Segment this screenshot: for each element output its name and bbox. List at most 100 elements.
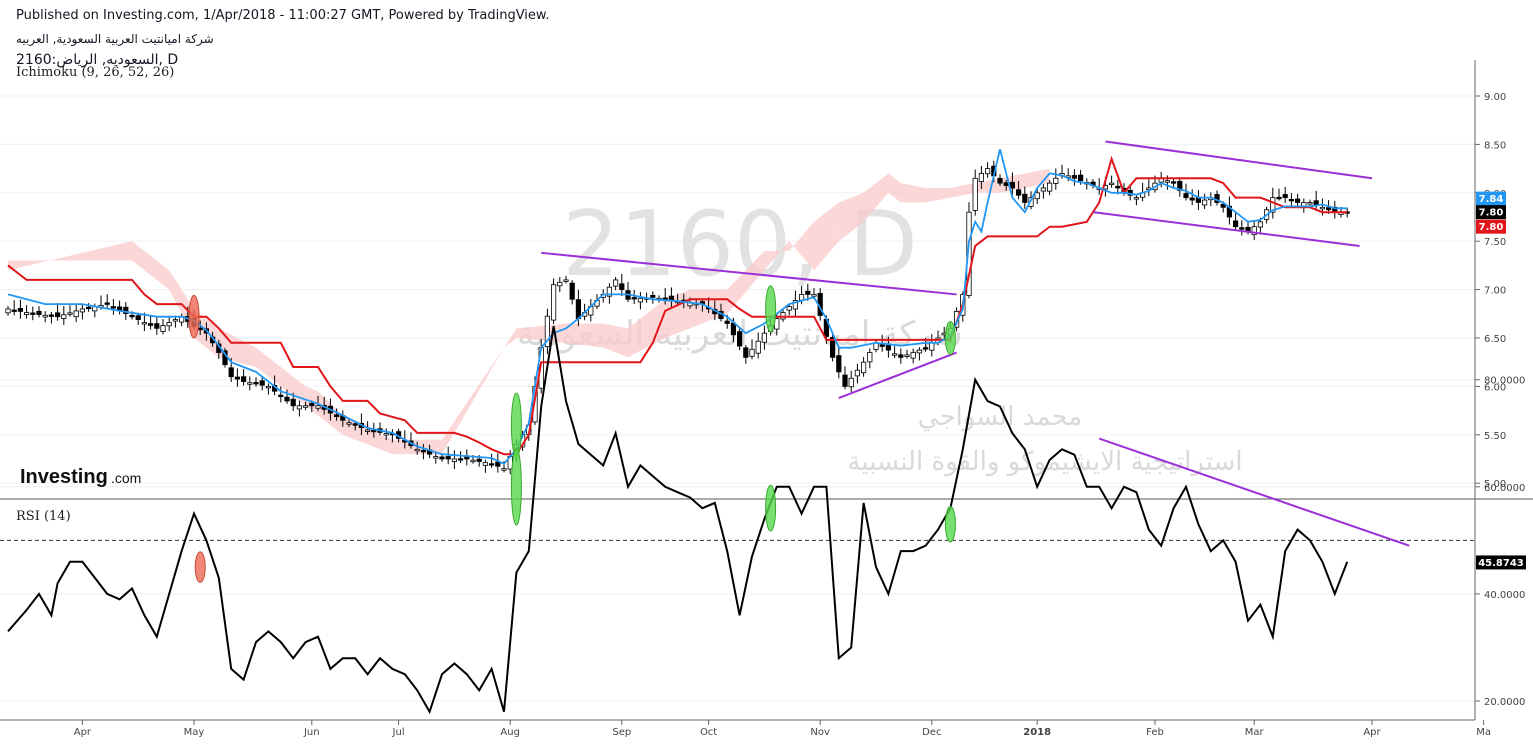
kijun-value-box: [1476, 219, 1506, 234]
candle-body: [333, 414, 340, 418]
candle-body: [259, 380, 265, 386]
price-tick-label: 6.50: [1484, 334, 1506, 345]
time-tick-label: Apr: [74, 727, 92, 738]
time-tick-label: Nov: [810, 727, 830, 738]
candle-body: [364, 429, 371, 432]
candle-body: [557, 281, 563, 287]
candle-body: [836, 355, 842, 373]
candle-body: [867, 352, 873, 363]
time-tick-label: Jul: [392, 727, 405, 738]
candle-body: [1233, 220, 1239, 228]
tenkan-line: [7, 148, 1348, 465]
candle-body: [495, 461, 501, 467]
candle-body: [147, 323, 154, 326]
rsi-tick-label: 60.0000: [1484, 483, 1525, 494]
candle-body: [575, 299, 582, 320]
rsi-tick-label: 80.0000: [1484, 376, 1525, 387]
candle-body: [346, 422, 352, 425]
candle-body: [854, 369, 861, 377]
last-value-labels: 7.84 7.80 7.80 45.8743: [1476, 191, 1526, 570]
kijun-line: [7, 155, 1348, 456]
logo-suffix: .com: [111, 470, 141, 486]
price-tick-label: 5.00: [1484, 479, 1506, 490]
price-tick-label: 6.00: [1484, 382, 1506, 393]
candle-body: [55, 312, 61, 318]
candle-body: [457, 458, 464, 461]
candle-body: [1189, 197, 1195, 201]
candle-body: [861, 361, 867, 374]
time-tick-label: Dec: [922, 727, 941, 738]
candle-body: [730, 322, 737, 336]
candle-body: [1326, 207, 1332, 211]
candle-body: [371, 429, 377, 433]
time-tick-label: May: [184, 727, 205, 738]
candle-body: [296, 405, 303, 410]
candle-body: [879, 344, 885, 347]
trendline-nov-rising: [838, 351, 957, 399]
cloud-bear-segment: [566, 323, 604, 348]
candle-body: [48, 314, 55, 317]
rsi-highlight-green: [765, 484, 777, 532]
candle-body: [631, 297, 637, 300]
candle-body: [265, 385, 272, 389]
candle-body: [786, 306, 792, 311]
cloud-bear-segment: [504, 328, 517, 348]
candle-body: [315, 405, 321, 409]
time-tick-label: 2018: [1023, 727, 1051, 738]
candle-body: [910, 352, 916, 359]
candle-body: [1053, 177, 1059, 184]
cloud-bear-segment: [442, 347, 504, 455]
candle-body: [885, 345, 892, 351]
time-tick-label: Aug: [500, 727, 520, 738]
candle-body: [972, 177, 978, 211]
candle-body: [439, 456, 445, 460]
candle-body: [488, 463, 495, 466]
candle-body: [755, 340, 761, 354]
candle-body: [67, 312, 73, 315]
trendline-channel-upper: [1105, 140, 1373, 180]
candle-body: [110, 306, 116, 309]
candle-body: [1239, 227, 1245, 230]
candle-body: [290, 398, 296, 407]
candle-body: [445, 456, 451, 460]
candle-body: [166, 322, 172, 327]
candle-body: [569, 282, 575, 300]
candle-body: [1257, 221, 1263, 228]
candle-body: [724, 320, 730, 324]
price-tick-label: 8.50: [1484, 140, 1506, 151]
candle-body: [160, 325, 166, 332]
candle-body: [743, 347, 749, 358]
symbol-line: السعوديه, الرياض:2160, D: [16, 52, 179, 68]
rsi-highlights: [194, 448, 956, 583]
candle-body: [302, 405, 309, 408]
rsi-axis-ticks: 20.0000 40.0000 60.0000 80.0000: [1475, 376, 1525, 708]
candle-body: [135, 315, 141, 321]
candle-body: [470, 459, 476, 463]
cloud-bear-segment: [132, 241, 170, 290]
indicator-label: Ichimoku (9, 26, 52, 26): [16, 65, 174, 80]
candle-body: [606, 286, 613, 297]
candle-body: [978, 173, 985, 182]
candle-body: [997, 177, 1003, 184]
rsi-value-box: [1476, 555, 1526, 570]
candle-body: [799, 294, 805, 301]
candle-body: [1047, 182, 1053, 192]
candle-body: [1133, 197, 1139, 200]
candle-body: [1177, 180, 1183, 191]
cloud-bear-segment: [900, 183, 926, 203]
candle-body: [1034, 192, 1040, 200]
time-axis-ticks: Apr May Jun Jul Aug Sep Oct Nov Dec 2018 Feb Mar Apr…: [74, 720, 1491, 738]
candle-body: [916, 349, 923, 354]
cloud-bear-segment: [888, 173, 901, 203]
candle-body: [234, 376, 240, 380]
price-highlights: [188, 285, 956, 458]
trendline-aug-dec-falling: [541, 251, 957, 296]
candle-body: [309, 402, 315, 407]
candle-body: [1183, 193, 1189, 199]
candle-body: [1003, 182, 1009, 186]
candle-body: [11, 309, 17, 312]
candle-body: [650, 294, 656, 298]
candle-body: [86, 306, 92, 310]
candle-body: [278, 394, 284, 398]
